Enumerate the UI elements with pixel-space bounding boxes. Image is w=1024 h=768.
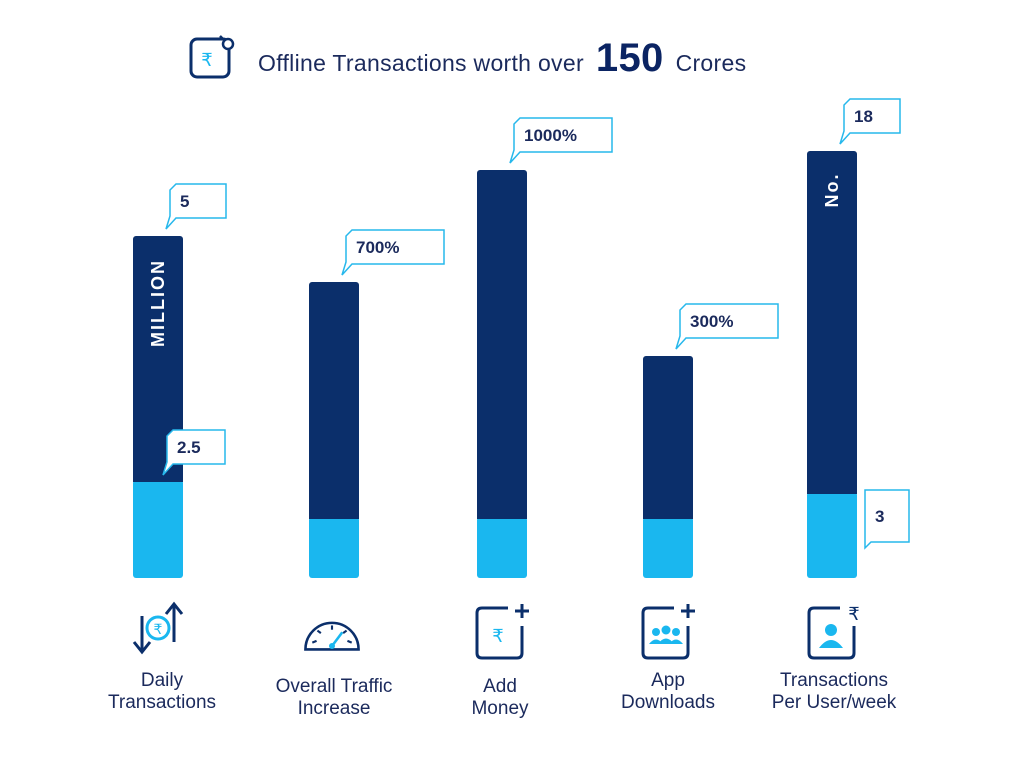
callout-top-3: 300% (675, 303, 779, 350)
callout-top-2-text: 1000% (524, 126, 577, 145)
callout-top-0-box (165, 183, 227, 230)
add-money-icon: ₹ (475, 604, 529, 660)
callout-top-2: 1000% (509, 117, 613, 164)
bar-top-square-3 (643, 513, 693, 519)
category-label-app-downloads: App Downloads (621, 670, 715, 713)
category-label-overall-traffic: Overall Traffic Increase (275, 676, 393, 719)
callout-base-4: 3 (864, 489, 910, 550)
exchange-rupee-icon: ₹ (132, 601, 184, 655)
rupee-wallet-icon: ₹ (189, 35, 235, 79)
callout-base-4-box (864, 489, 910, 550)
category-label-transactions-per-user: Transactions Per User/week (771, 670, 897, 713)
svg-text:₹: ₹ (848, 604, 859, 625)
callout-base-0-text: 2.5 (177, 438, 201, 457)
callout-top-1: 700% (341, 229, 445, 276)
bar-top-4 (807, 151, 857, 494)
bar-unit-label-0: MILLION (148, 259, 168, 347)
callout-top-2-box (509, 117, 613, 164)
bar-base-0 (133, 480, 183, 578)
header: ₹ Offline Transactions worth over 150 Cr… (188, 30, 746, 86)
callout-base-4-text: 3 (875, 507, 884, 526)
callout-top-4: 18 (839, 98, 901, 145)
title-suffix: Crores (675, 49, 747, 76)
bar-base-2 (477, 517, 527, 578)
callout-base-0: 2.5 (162, 429, 226, 476)
callout-base-0-box (162, 429, 226, 476)
callout-top-3-box (675, 303, 779, 350)
bar-top-3 (643, 356, 693, 519)
bar-top-2 (477, 170, 527, 519)
page-title: Offline Transactions worth over 150 Cror… (258, 36, 746, 81)
category-label-daily-transactions: Daily Transactions (107, 670, 217, 713)
callout-top-0-text: 5 (180, 192, 189, 211)
svg-text:₹: ₹ (492, 626, 503, 647)
bar-top-0 (133, 236, 183, 482)
speedometer-icon (304, 621, 360, 651)
svg-text:₹: ₹ (201, 50, 212, 71)
bar-top-square-4 (807, 488, 857, 494)
callout-top-1-box (341, 229, 445, 276)
svg-text:₹: ₹ (154, 622, 163, 638)
callout-top-1-text: 700% (356, 238, 399, 257)
bar-top-square-1 (309, 513, 359, 519)
title-prefix: Offline Transactions worth over (258, 49, 584, 76)
app-downloads-icon (641, 604, 695, 660)
callout-top-3-text: 300% (690, 312, 733, 331)
callout-top-4-text: 18 (854, 107, 873, 126)
bar-top-square-0 (133, 476, 183, 482)
bar-top-1 (309, 282, 359, 519)
user-transaction-icon: ₹ (807, 604, 860, 660)
bar-unit-label-4: No. (822, 173, 842, 208)
bar-base-3 (643, 517, 693, 578)
bar-base-4 (807, 492, 857, 578)
callout-top-4-box (839, 98, 901, 145)
category-label-add-money: Add Money (471, 676, 529, 719)
bar-top-square-2 (477, 513, 527, 519)
bar-base-1 (309, 517, 359, 578)
title-big-number: 150 (595, 35, 664, 80)
callout-top-0: 5 (165, 183, 227, 230)
